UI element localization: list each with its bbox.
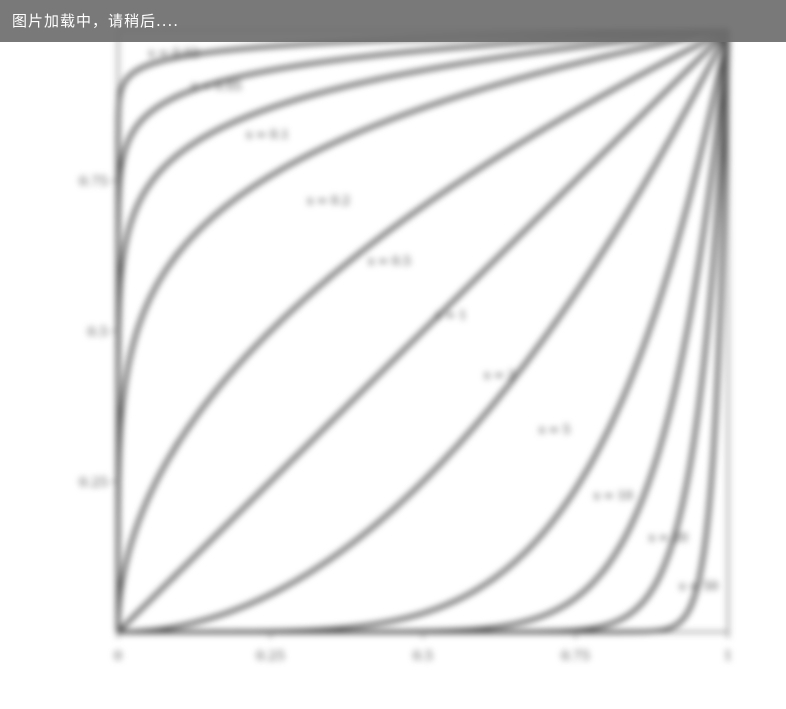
- curve-label-2: s = 0.1: [246, 127, 289, 141]
- curve-label-10: s = 50: [679, 579, 718, 593]
- loading-text: 图片加载中，请稍后....: [12, 12, 180, 30]
- loading-banner: 图片加载中，请稍后....: [0, 0, 786, 42]
- x-tick-label-0: 0: [114, 649, 122, 664]
- x-tick-label-1: 0.25: [256, 649, 285, 664]
- curve-label-6: s = 2: [484, 368, 515, 382]
- curve-label-5: s = 1: [435, 308, 466, 322]
- curve-4: [116, 28, 729, 632]
- x-tick-label-2: 0.5: [413, 649, 434, 664]
- x-tick-label-3: 0.75: [561, 649, 590, 664]
- curve-3: [116, 28, 729, 632]
- curve-label-0: s = 0.02: [149, 46, 200, 60]
- curve-5: [116, 28, 730, 634]
- curve-label-4: s = 0.5: [368, 254, 411, 268]
- curves-group: [116, 28, 730, 634]
- y-tick-label-2: 0.75: [79, 175, 108, 190]
- curve-2: [116, 28, 729, 632]
- curve-10: [118, 29, 730, 634]
- curve-label-1: s = 0.05: [191, 79, 242, 93]
- curve-label-9: s = 20: [649, 531, 688, 545]
- curve-label-3: s = 0.2: [307, 194, 350, 208]
- curve-labels-group: s = 0.02 s = 0.05 s = 0.1 s = 0.2 s = 0.5 s =…: [149, 46, 719, 593]
- y-tick-label-0: 0.25: [79, 476, 108, 491]
- ticks-group: 0 0.25 0.5 0.75 1 0.25 0.5 0.75: [79, 175, 732, 665]
- y-tick-label-1: 0.5: [87, 325, 108, 340]
- curve-label-7: s = 5: [539, 422, 570, 436]
- curve-label-8: s = 10: [594, 489, 633, 503]
- x-tick-label-4: 1: [724, 649, 732, 664]
